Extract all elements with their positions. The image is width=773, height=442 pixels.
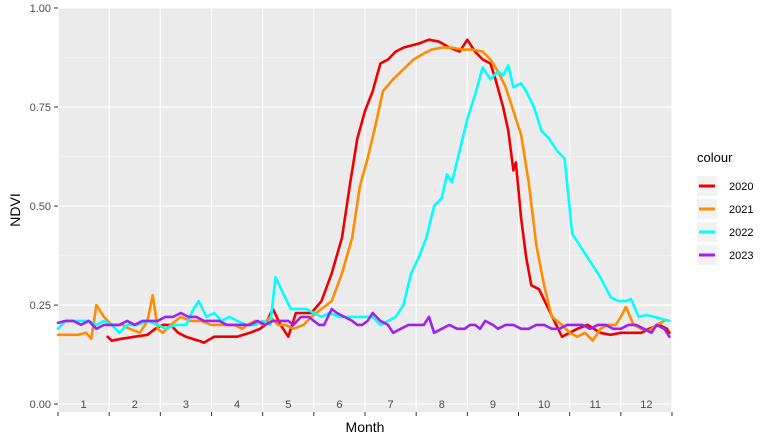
- x-axis-title: Month: [346, 419, 385, 435]
- legend-title: colour: [697, 150, 733, 165]
- series-lines: [56, 38, 671, 344]
- x-tick-label: 4: [234, 399, 240, 411]
- grid-lines: [57, 7, 673, 412]
- series-line-2023: [56, 307, 671, 338]
- x-tick-label: 2: [132, 399, 138, 411]
- x-tick-label: 1: [81, 399, 87, 411]
- legend-label-2020: 2020: [729, 181, 753, 193]
- x-axis-ticks: 1 2 3 4 5 6 7 8 9 10 11 12: [57, 399, 673, 416]
- legend-label-2023: 2023: [729, 250, 753, 262]
- series-line-2020: [106, 38, 671, 344]
- x-tick-label: 12: [640, 399, 652, 411]
- x-tick-label: 6: [336, 399, 342, 411]
- x-tick-label: 10: [538, 399, 550, 411]
- x-tick-label: 9: [490, 399, 496, 411]
- y-tick-label: 1.00: [30, 3, 51, 15]
- series-line-2022: [56, 64, 671, 335]
- x-tick-label: 3: [183, 399, 189, 411]
- legend: colour 2020 2021 2022 2023: [697, 150, 753, 265]
- y-tick-label: 0.75: [30, 102, 51, 114]
- y-axis-ticks: 0.00 0.25 0.50 0.75 1.00: [30, 3, 58, 411]
- x-tick-label: 11: [590, 399, 601, 411]
- y-tick-label: 0.00: [30, 399, 51, 411]
- x-tick-label: 7: [388, 399, 394, 411]
- y-axis-title: NDVI: [7, 193, 23, 226]
- legend-label-2021: 2021: [729, 204, 753, 216]
- legend-label-2022: 2022: [729, 227, 753, 239]
- y-tick-label: 0.25: [30, 300, 51, 312]
- series-line-2021: [56, 46, 666, 342]
- y-tick-label: 0.50: [30, 201, 51, 213]
- x-tick-label: 8: [439, 399, 445, 411]
- x-tick-label: 5: [285, 399, 291, 411]
